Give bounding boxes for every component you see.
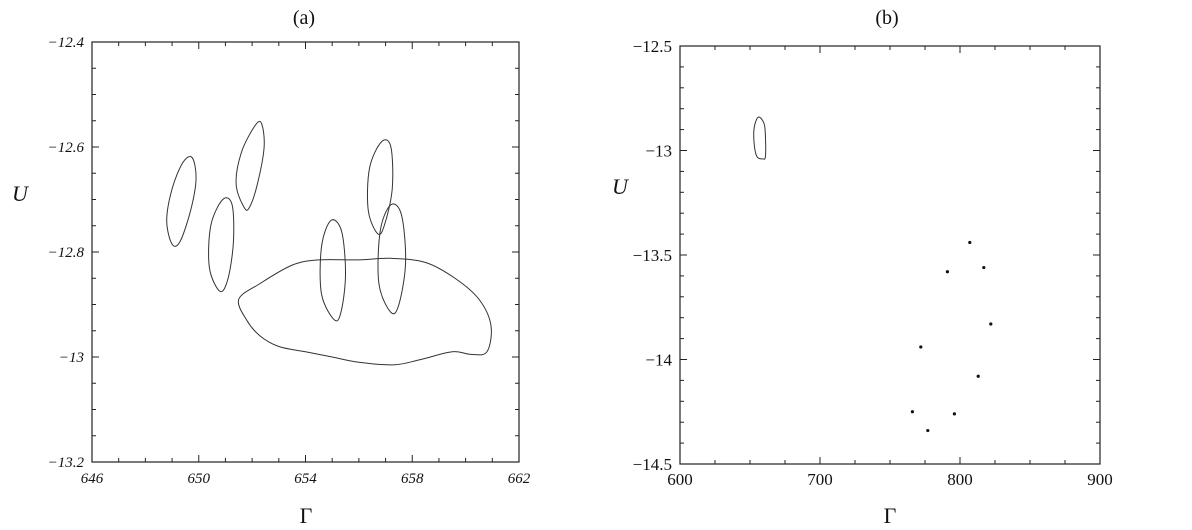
scatter-point — [982, 265, 986, 270]
panel-b-frame — [679, 45, 1101, 465]
panel-b-xlabel: Γ — [884, 503, 897, 528]
y-tick-label: −13.2 — [48, 455, 85, 471]
x-tick-label: 600 — [667, 470, 693, 489]
y-tick-label: −13 — [59, 350, 84, 366]
y-tick-label: −12.8 — [48, 245, 85, 261]
panel-b-ylabel: U — [612, 174, 630, 199]
panel-b-title: (b) — [875, 7, 898, 29]
x-tick-label: 800 — [947, 470, 973, 489]
panel-a-frame — [91, 41, 520, 463]
orbit-curve-5 — [366, 139, 394, 236]
scatter-point — [976, 374, 980, 378]
x-tick-label: 654 — [294, 471, 317, 487]
y-tick-label: −13 — [645, 142, 672, 161]
scatter-point — [968, 240, 972, 245]
panel-a-title: (a) — [293, 7, 315, 29]
y-tick-label: −14.5 — [633, 455, 672, 474]
orbit-curve-2 — [208, 197, 235, 293]
y-tick-label: −12.5 — [633, 37, 672, 56]
scatter-point — [952, 412, 957, 416]
orbit-curve-1 — [166, 155, 197, 247]
orbit-curve-3 — [235, 120, 265, 211]
x-tick-label: 662 — [508, 471, 531, 487]
x-tick-label: 900 — [1087, 470, 1113, 489]
scatter-point — [926, 428, 930, 433]
x-tick-label: 650 — [188, 471, 211, 487]
orbit-curve-6 — [377, 203, 407, 315]
x-tick-label: 700 — [807, 470, 833, 489]
scatter-point — [919, 345, 923, 349]
y-tick-label: −12.4 — [48, 35, 85, 51]
panel-a-ylabel: U — [12, 181, 30, 206]
orbit-curve-7 — [237, 257, 492, 366]
y-tick-label: −13.5 — [633, 246, 672, 265]
orbit-curve-4 — [319, 219, 347, 322]
x-tick-label: 646 — [81, 471, 104, 487]
scatter-point — [945, 270, 950, 274]
x-tick-label: 658 — [401, 471, 424, 487]
y-tick-label: −12.6 — [48, 140, 85, 156]
orbit-curve — [753, 116, 767, 160]
y-tick-label: −14 — [645, 351, 672, 370]
panel-a: (a) 646 650 654 658 662 −12.4 −12.6 −12.8 −13 −1… — [12, 7, 531, 528]
scatter-point — [989, 322, 993, 326]
panel-a-xlabel: Γ — [300, 503, 313, 528]
panel-b: (b) 600 700 800 900 −12.5 −13 −13.5 −14 −14.5 Γ… — [612, 7, 1113, 528]
scatter-point — [910, 410, 915, 414]
